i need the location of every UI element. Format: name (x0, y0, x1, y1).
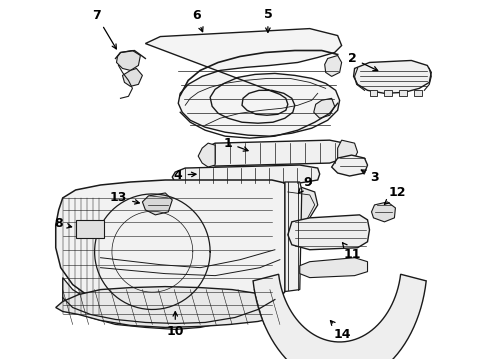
Polygon shape (122, 68, 143, 86)
Text: 13: 13 (110, 192, 139, 204)
Polygon shape (325, 55, 342, 76)
Polygon shape (415, 90, 422, 96)
Text: 3: 3 (361, 170, 379, 184)
Polygon shape (56, 180, 285, 321)
Text: 2: 2 (348, 52, 378, 71)
Polygon shape (354, 60, 431, 93)
Polygon shape (314, 98, 335, 118)
Polygon shape (282, 185, 318, 225)
Polygon shape (117, 50, 141, 71)
Text: 12: 12 (384, 186, 406, 204)
Polygon shape (198, 143, 215, 167)
Polygon shape (371, 202, 395, 222)
Polygon shape (288, 215, 369, 250)
Polygon shape (300, 258, 368, 278)
Polygon shape (172, 165, 319, 186)
Polygon shape (283, 182, 302, 292)
Text: 7: 7 (92, 9, 116, 49)
Text: 4: 4 (174, 168, 196, 181)
Text: 14: 14 (330, 321, 351, 341)
Polygon shape (63, 278, 280, 329)
Polygon shape (385, 90, 392, 96)
Text: 6: 6 (192, 9, 203, 32)
Text: 9: 9 (298, 176, 312, 193)
Polygon shape (369, 90, 377, 96)
Polygon shape (253, 274, 426, 360)
Text: 11: 11 (343, 243, 361, 261)
Polygon shape (143, 193, 172, 215)
Polygon shape (338, 140, 358, 165)
Bar (75, 220, 103, 238)
Polygon shape (56, 287, 280, 328)
Text: 8: 8 (54, 217, 72, 230)
Polygon shape (146, 28, 342, 136)
Text: 1: 1 (224, 137, 248, 151)
Polygon shape (399, 90, 407, 96)
Polygon shape (202, 140, 347, 166)
Text: 10: 10 (167, 312, 184, 338)
Text: 5: 5 (264, 8, 272, 32)
Polygon shape (332, 155, 368, 176)
